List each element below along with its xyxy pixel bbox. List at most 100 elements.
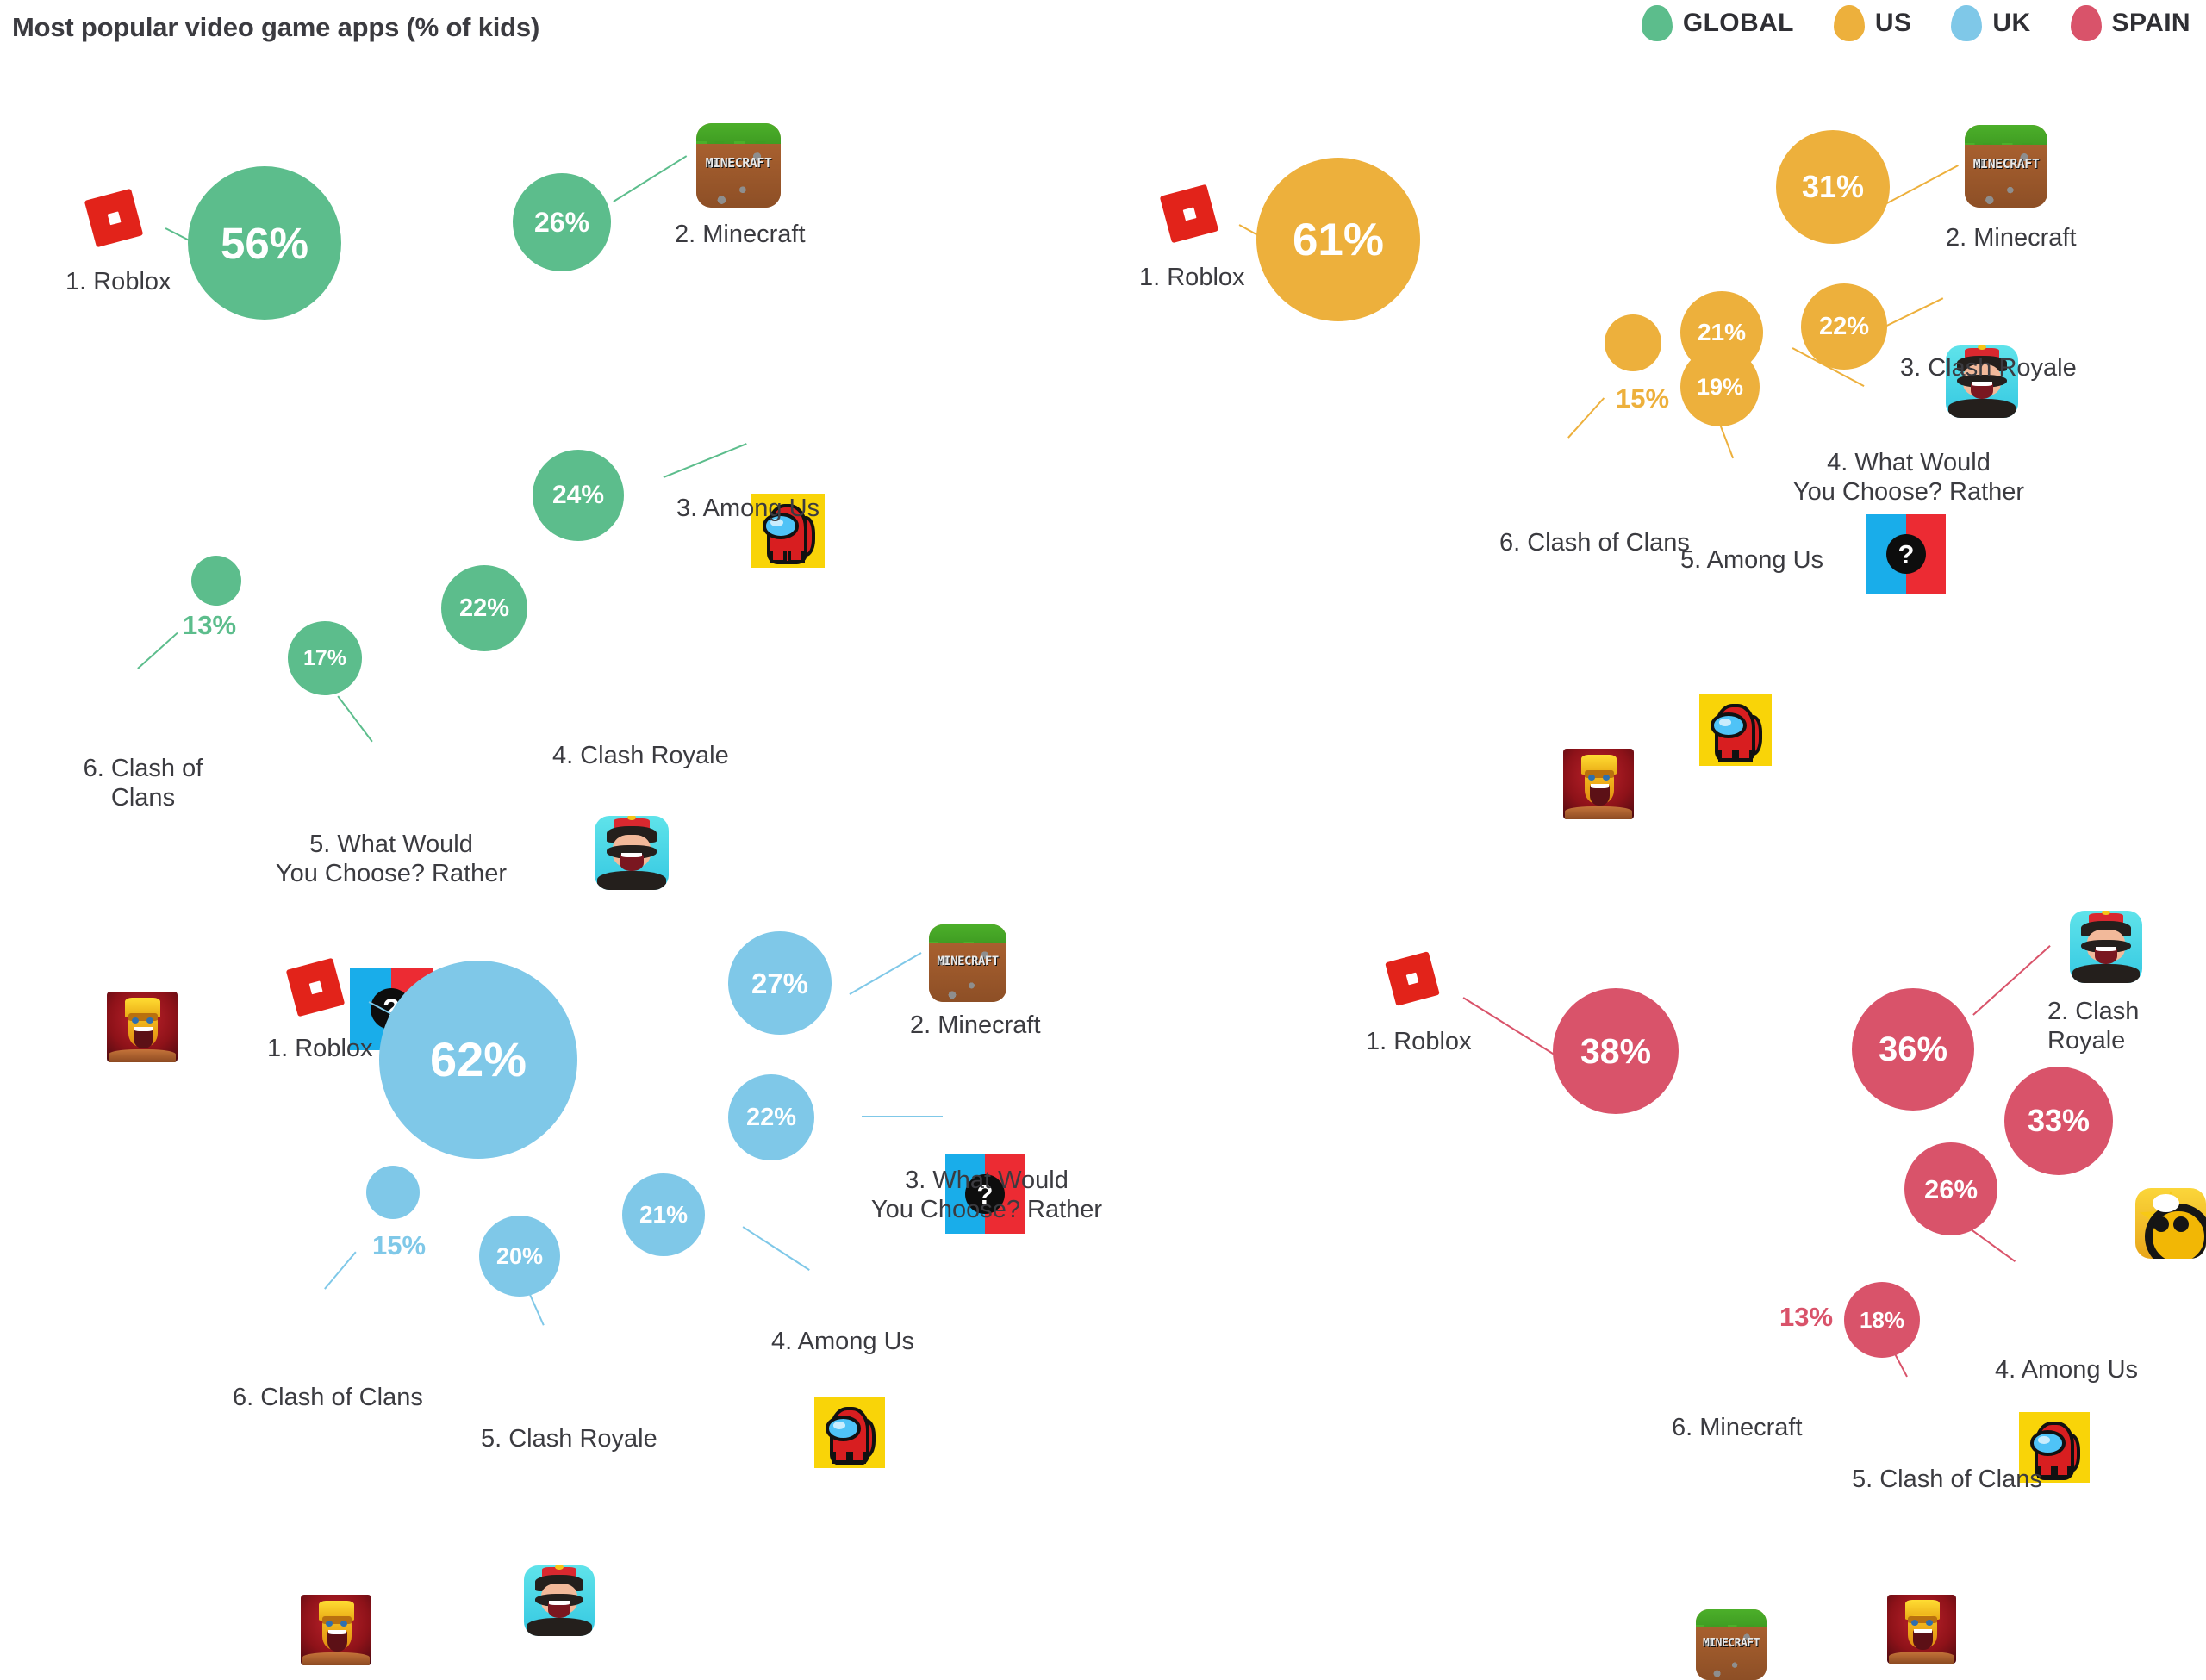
bubble-clash-royale[interactable]: 20% (479, 1216, 560, 1297)
bubble-wwyc[interactable]: 22% (728, 1074, 814, 1160)
bubble-value: 24% (552, 481, 605, 509)
bubble-value: 61% (1292, 214, 1385, 265)
minecraft-wordmark: MINECRAFT (1972, 156, 2040, 172)
bubble-roblox[interactable]: 62% (379, 961, 577, 1159)
legend-label-global: GLOBAL (1682, 9, 1794, 37)
bubble-value-clash-of-clans: 13% (183, 610, 237, 640)
app-label-wwyc: 3. What Would You Choose? Rather (870, 1167, 1103, 1224)
roblox-icon (285, 957, 346, 1017)
legend-item-spain[interactable]: SPAIN (2070, 5, 2190, 41)
leader-line-wwyc (862, 1116, 943, 1118)
bubble-value: 21% (1697, 319, 1747, 345)
legend-item-global[interactable]: GLOBAL (1641, 5, 1794, 41)
app-label-wwyc: 4. What Would You Choose? Rather (1792, 449, 2025, 507)
pin-icon (1833, 5, 1865, 41)
app-label-clash-of-clans: 6. Clash of Clans (83, 755, 203, 812)
bubble-clash-of-clans[interactable] (1605, 314, 1661, 371)
app-label-among-us: 4. Among Us (1995, 1356, 2139, 1384)
bubble-value: 21% (639, 1201, 689, 1228)
legend-item-us[interactable]: US (1833, 5, 1912, 41)
bubble-among-us[interactable]: 24% (533, 450, 624, 541)
bubble-value: 31% (1801, 169, 1865, 204)
bubble-minecraft[interactable]: 27% (728, 931, 832, 1035)
bubble-clash-royale[interactable]: 22% (1801, 283, 1887, 370)
leader-line-among-us (742, 1226, 810, 1272)
among-us-icon (751, 494, 825, 568)
clash-royale-icon (595, 816, 669, 890)
bubble-clash-royale[interactable]: 22% (441, 565, 527, 651)
legend-item-uk[interactable]: UK (1951, 5, 2030, 41)
roblox-icon (1385, 951, 1440, 1006)
bubble-value: 20% (495, 1242, 544, 1269)
app-label-clash-of-clans: 5. Clash of Clans (1852, 1465, 2042, 1493)
leader-line-clash-royale (1972, 945, 2051, 1017)
bubble-value: 38% (1580, 1030, 1652, 1071)
leader-line-among-us (663, 443, 747, 479)
bubble-clash-of-clans[interactable]: 18% (1844, 1282, 1920, 1358)
clash-royale-icon (1946, 345, 2018, 418)
app-label-minecraft: 2. Minecraft (910, 1011, 1041, 1039)
leader-line-minecraft (613, 155, 688, 203)
legend-label-us: US (1874, 9, 1912, 37)
bubble-brawl-stars[interactable]: 33% (2004, 1067, 2113, 1175)
app-label-roblox: 1. Roblox (1366, 1028, 1472, 1055)
app-label-clash-royale: 2. Clash Royale (2047, 998, 2140, 1055)
what-would-you-choose-icon: ? (1866, 514, 1946, 594)
bubble-value-clash-of-clans: 15% (1616, 383, 1670, 414)
leader-line-clash-of-clans (1567, 397, 1605, 439)
app-label-roblox: 1. Roblox (1139, 264, 1245, 291)
bubble-clash-royale[interactable]: 36% (1852, 988, 1974, 1111)
app-label-among-us: 5. Among Us (1680, 546, 1824, 574)
app-label-clash-royale: 3. Clash Royale (1900, 354, 2077, 382)
bubble-among-us[interactable]: 19% (1680, 347, 1760, 426)
app-label-among-us: 4. Among Us (771, 1328, 915, 1355)
leader-line-minecraft (849, 952, 922, 996)
clash-royale-icon (524, 1565, 595, 1636)
among-us-icon (2019, 1412, 2090, 1483)
clash-of-clans-icon (301, 1595, 371, 1665)
bubble-value: 56% (220, 218, 309, 268)
bubble-clash-of-clans[interactable] (191, 556, 241, 606)
bubble-value: 19% (1696, 373, 1744, 400)
page-title: Most popular video game apps (% of kids) (12, 12, 540, 42)
bubble-among-us[interactable]: 21% (622, 1173, 705, 1256)
app-label-clash-royale: 5. Clash Royale (481, 1425, 657, 1453)
roblox-icon (1159, 184, 1219, 244)
app-label-clash-royale: 4. Clash Royale (552, 742, 729, 769)
pin-icon (1951, 5, 1983, 41)
among-us-icon (1699, 694, 1772, 766)
bubble-roblox[interactable]: 56% (188, 166, 341, 320)
bubble-value: 33% (2027, 1103, 2091, 1138)
bubble-value: 22% (458, 594, 510, 622)
legend: GLOBAL US UK SPAIN (1641, 5, 2190, 41)
bubble-minecraft[interactable]: 26% (513, 173, 611, 271)
minecraft-wordmark: MINECRAFT (705, 155, 772, 171)
panel-uk: 1. Roblox 62% MINECRAFT 2. Minecraft 27%… (0, 857, 1103, 1667)
leader-line-clash-of-clans (324, 1251, 357, 1290)
app-label-roblox: 1. Roblox (267, 1035, 373, 1062)
bubble-value: 26% (533, 207, 590, 238)
app-label-minecraft: 2. Minecraft (675, 221, 806, 248)
clash-royale-icon (2070, 911, 2142, 983)
pin-icon (2070, 5, 2102, 41)
bubble-roblox[interactable]: 38% (1553, 988, 1679, 1114)
bubble-minecraft[interactable]: 31% (1776, 130, 1890, 244)
bubble-roblox[interactable]: 61% (1256, 158, 1420, 321)
bubble-value: 36% (1878, 1030, 1948, 1068)
panel-global: 1. Roblox 56% MINECRAFT 2. Minecraft 26%… (0, 47, 1103, 1062)
panel-us: 1. Roblox 61% MINECRAFT 2. Minecraft 31%… (1103, 47, 2206, 857)
bubble-value: 26% (1923, 1173, 1979, 1204)
pin-icon (1641, 5, 1673, 41)
roblox-icon (84, 188, 144, 248)
bubble-value-clash-of-clans: 15% (372, 1230, 427, 1260)
bubble-value-minecraft: 13% (1779, 1302, 1834, 1332)
legend-label-uk: UK (1992, 9, 2031, 37)
bubble-wwyc[interactable]: 17% (288, 621, 362, 695)
question-mark-glyph: ? (1886, 534, 1926, 574)
what-would-you-choose-icon: ? (945, 1154, 1025, 1234)
bubble-clash-of-clans[interactable] (366, 1166, 420, 1219)
minecraft-icon: MINECRAFT (1696, 1609, 1767, 1680)
leader-line-wwyc (337, 695, 373, 743)
leader-line-minecraft (1883, 165, 1960, 207)
bubble-among-us[interactable]: 26% (1904, 1142, 1997, 1235)
